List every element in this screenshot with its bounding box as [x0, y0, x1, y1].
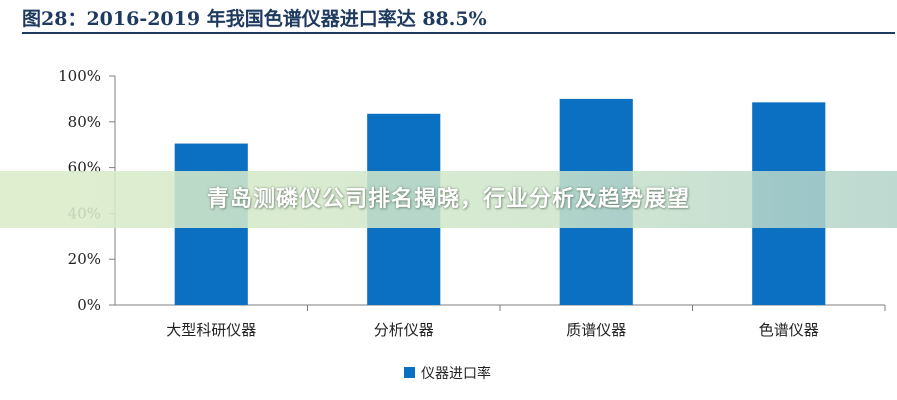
overlay-banner [0, 171, 897, 228]
y-tick-label: 20% [68, 250, 101, 268]
x-category-label: 分析仪器 [374, 321, 434, 339]
x-category-label: 质谱仪器 [566, 321, 626, 339]
x-category-label: 大型科研仪器 [166, 321, 256, 339]
y-tick-label: 100% [58, 67, 101, 85]
title-rule [22, 32, 895, 34]
overlay-headline: 青岛测磷仪公司排名揭晓，行业分析及趋势展望 [206, 187, 690, 212]
legend-label: 仪器进口率 [421, 365, 491, 382]
y-tick-label: 80% [68, 113, 101, 131]
y-tick-label: 0% [77, 296, 101, 314]
legend-swatch [404, 367, 415, 378]
x-category-label: 色谱仪器 [759, 321, 819, 339]
figure-title: 图28：2016-2019 年我国色谱仪器进口率达 88.5% [22, 8, 487, 30]
